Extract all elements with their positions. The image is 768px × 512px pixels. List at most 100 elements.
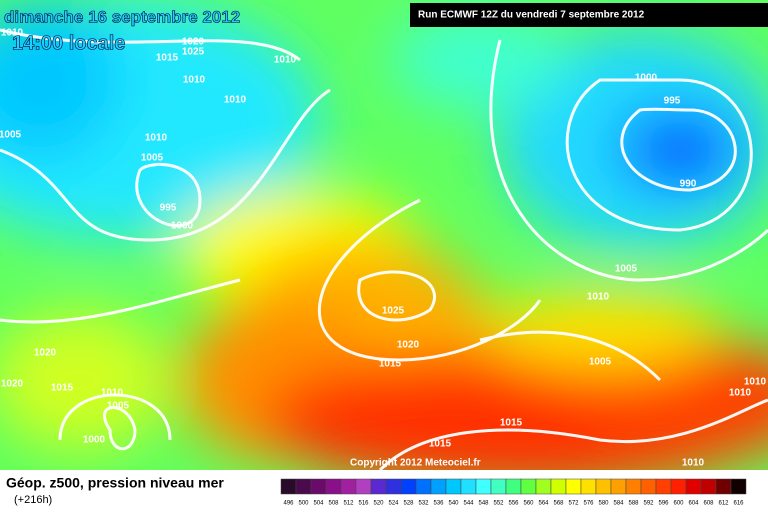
legend-swatch bbox=[445, 478, 462, 495]
forecast-time: 14:00 locale bbox=[12, 32, 125, 54]
isobar-label: 1015 bbox=[379, 359, 402, 370]
legend-swatch bbox=[505, 478, 522, 495]
legend-swatch bbox=[475, 478, 492, 495]
legend-swatch bbox=[625, 478, 642, 495]
isobar-label: 1025 bbox=[382, 306, 405, 317]
legend-label: 576 bbox=[583, 501, 594, 507]
isobar-label: 1015 bbox=[156, 53, 179, 64]
legend-swatch bbox=[655, 478, 672, 495]
legend-label: 588 bbox=[628, 501, 639, 507]
legend-label: 536 bbox=[433, 501, 444, 507]
legend-label: 528 bbox=[403, 501, 414, 507]
legend-label: 580 bbox=[598, 501, 609, 507]
isobar-label: 1025 bbox=[182, 47, 205, 58]
isobar-label: 1010 bbox=[183, 75, 206, 86]
isobar-label: 1010 bbox=[729, 388, 752, 399]
legend-label: 548 bbox=[478, 501, 489, 507]
legend-swatch bbox=[340, 478, 357, 495]
legend-swatch bbox=[730, 478, 747, 495]
legend-swatch bbox=[385, 478, 402, 495]
legend-swatch bbox=[295, 478, 312, 495]
isobar-label: 1015 bbox=[500, 418, 523, 429]
legend-label: 616 bbox=[733, 501, 744, 507]
legend-label: 496 bbox=[283, 501, 294, 507]
isobar-label: 1015 bbox=[51, 383, 74, 394]
isobar-label: 1010 bbox=[145, 133, 168, 144]
isobar-label: 1010 bbox=[744, 377, 767, 388]
legend-label: 564 bbox=[538, 501, 549, 507]
legend-label: 604 bbox=[688, 501, 699, 507]
legend-label: 560 bbox=[523, 501, 534, 507]
legend-label: 600 bbox=[673, 501, 684, 507]
lead-time: (+216h) bbox=[14, 494, 52, 506]
legend-label: 568 bbox=[553, 501, 564, 507]
legend-swatch bbox=[355, 478, 372, 495]
isobar-label: 1005 bbox=[0, 130, 22, 141]
legend-label: 552 bbox=[493, 501, 504, 507]
isobar-label: 1010 bbox=[682, 458, 705, 469]
legend-label: 544 bbox=[463, 501, 474, 507]
footer-title: Géop. z500, pression niveau mer bbox=[6, 475, 224, 491]
legend-swatch bbox=[700, 478, 717, 495]
map-background bbox=[0, 0, 768, 470]
run-banner bbox=[410, 3, 768, 27]
isobar-label: 1000 bbox=[83, 435, 106, 446]
legend-label: 608 bbox=[703, 501, 714, 507]
isobar-label: 1020 bbox=[182, 37, 205, 48]
legend-label: 500 bbox=[298, 501, 309, 507]
isobar-label: 1010 bbox=[587, 292, 610, 303]
legend-label: 612 bbox=[718, 501, 729, 507]
legend-swatch bbox=[325, 478, 342, 495]
legend: 496 500 504 508 512 516 520 524 528 532 536 540 544 5… bbox=[280, 478, 747, 507]
copyright: Copyright 2012 Meteociel.fr bbox=[350, 458, 481, 469]
legend-swatch bbox=[520, 478, 537, 495]
isobar-label: 1015 bbox=[429, 439, 452, 450]
isobar-label: 1005 bbox=[589, 357, 612, 368]
run-info: Run ECMWF 12Z du vendredi 7 septembre 20… bbox=[418, 10, 645, 21]
isobar-label: 1005 bbox=[107, 401, 130, 412]
legend-swatch bbox=[490, 478, 507, 495]
isobar-label: 1010 bbox=[274, 55, 297, 66]
legend-swatch bbox=[640, 478, 657, 495]
legend-label: 512 bbox=[343, 501, 354, 507]
isobar-label: 995 bbox=[664, 96, 681, 107]
legend-swatch bbox=[595, 478, 612, 495]
legend-swatch bbox=[550, 478, 567, 495]
isobar-label: 1010 bbox=[224, 95, 247, 106]
legend-swatch bbox=[310, 478, 327, 495]
legend-swatch bbox=[370, 478, 387, 495]
legend-label: 540 bbox=[448, 501, 459, 507]
legend-swatch bbox=[535, 478, 552, 495]
legend-label: 516 bbox=[358, 501, 369, 507]
legend-swatch bbox=[430, 478, 447, 495]
isobar-label: 1010 bbox=[101, 388, 124, 399]
legend-swatch bbox=[610, 478, 627, 495]
forecast-date: dimanche 16 septembre 2012 bbox=[4, 7, 240, 26]
isobar-label: 1010 bbox=[1, 28, 24, 39]
legend-swatch bbox=[685, 478, 702, 495]
legend-label: 584 bbox=[613, 501, 624, 507]
legend-label: 556 bbox=[508, 501, 519, 507]
legend-swatch bbox=[715, 478, 732, 495]
isobar-label: 1000 bbox=[635, 73, 658, 84]
isobar-label: 1005 bbox=[141, 153, 164, 164]
legend-swatch bbox=[400, 478, 417, 495]
isobar-label: 1020 bbox=[1, 379, 24, 390]
isobar-label: 990 bbox=[680, 179, 697, 190]
legend-swatch bbox=[580, 478, 597, 495]
isobar-label: 1020 bbox=[397, 340, 420, 351]
legend-label: 596 bbox=[658, 501, 669, 507]
legend-swatch bbox=[670, 478, 687, 495]
isobar-label: 995 bbox=[160, 203, 177, 214]
legend-label: 504 bbox=[313, 501, 324, 507]
legend-swatch bbox=[565, 478, 582, 495]
legend-label: 572 bbox=[568, 501, 579, 507]
legend-swatch bbox=[280, 478, 297, 495]
isobar-label: 1020 bbox=[34, 348, 57, 359]
legend-swatch bbox=[415, 478, 432, 495]
legend-swatch bbox=[460, 478, 477, 495]
isobar-label: 1000 bbox=[171, 221, 194, 232]
